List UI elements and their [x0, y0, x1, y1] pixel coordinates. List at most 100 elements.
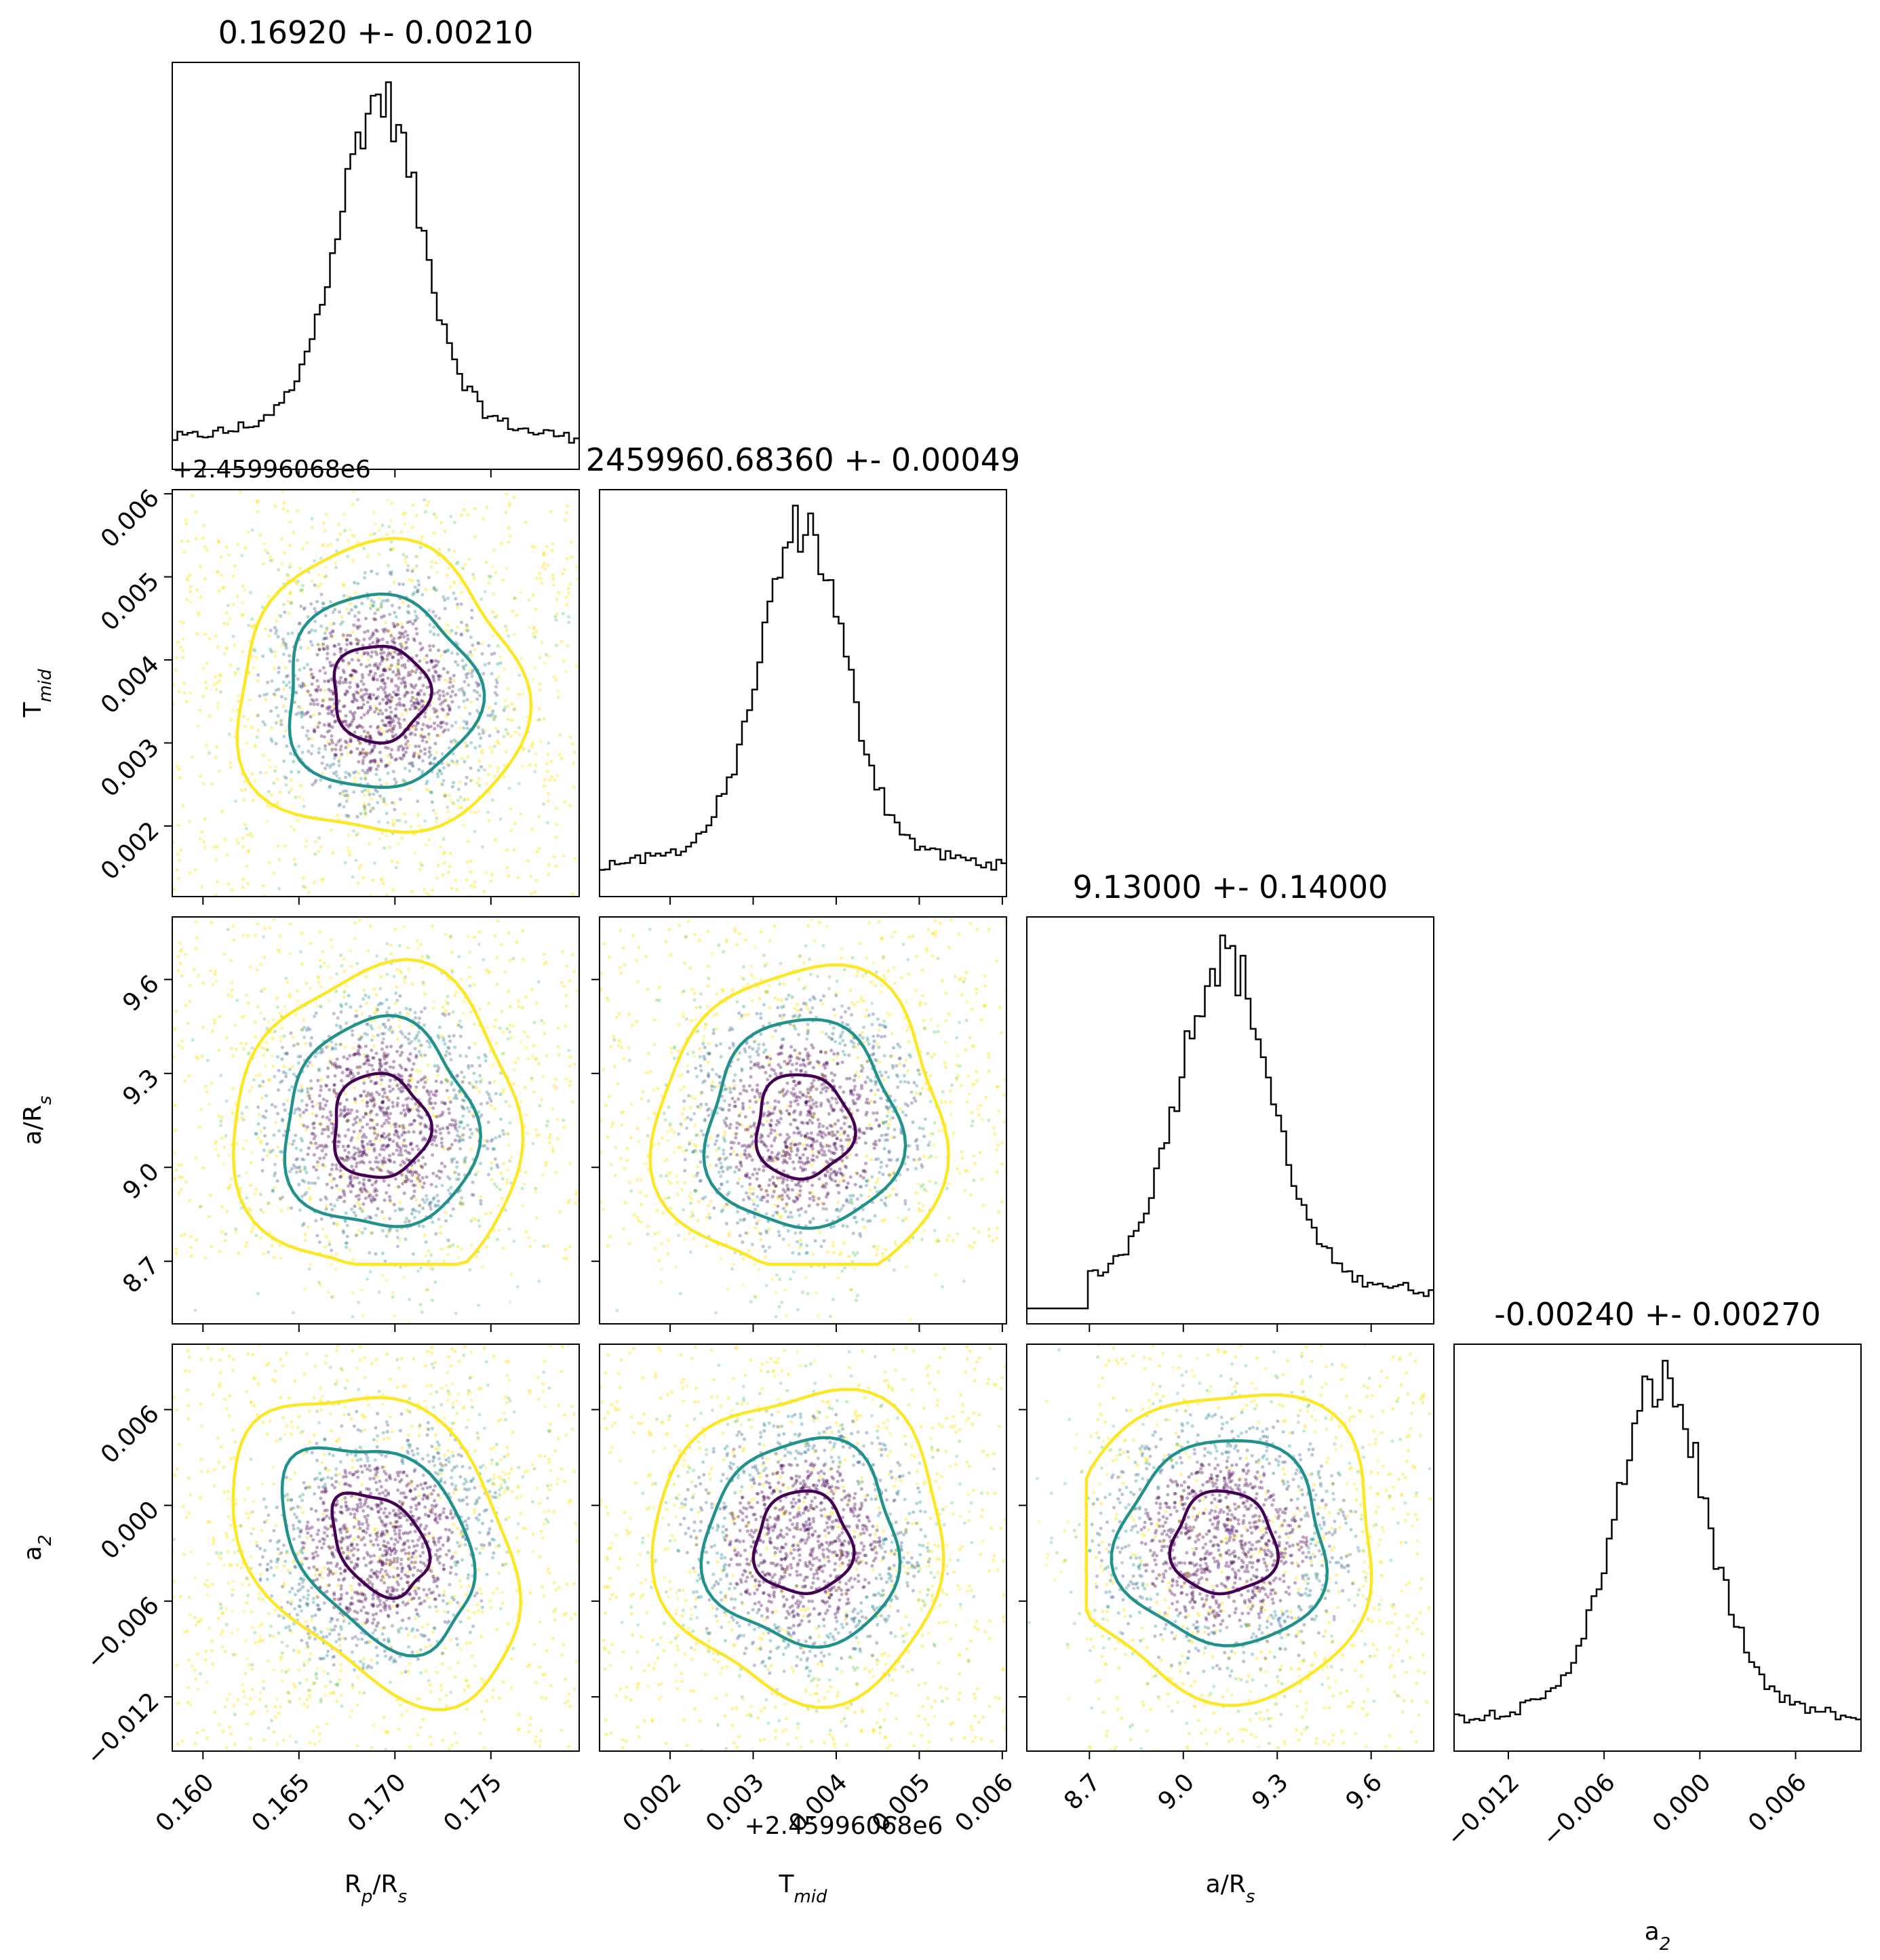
sample-point — [435, 734, 439, 737]
sample-point — [305, 734, 308, 737]
sample-point — [282, 734, 286, 738]
sample-point — [300, 1099, 304, 1102]
sample-point — [609, 1162, 612, 1166]
sample-point — [614, 1145, 618, 1149]
sample-point — [453, 994, 456, 997]
sample-point — [427, 576, 431, 579]
sample-point — [340, 615, 343, 619]
sample-point — [426, 779, 429, 783]
sample-point — [1002, 1093, 1006, 1097]
sample-point — [983, 984, 987, 987]
sample-point — [939, 922, 942, 925]
sample-point — [273, 1174, 276, 1177]
sample-point — [356, 498, 359, 501]
sample-point — [748, 1105, 751, 1109]
sample-point — [273, 1186, 276, 1190]
sample-point — [337, 523, 340, 526]
sample-point — [416, 939, 419, 943]
sample-point — [385, 1045, 389, 1048]
sample-point — [680, 1188, 684, 1191]
sample-point — [498, 817, 502, 821]
sample-point — [397, 1136, 401, 1139]
sample-point — [345, 1245, 348, 1249]
sample-point — [374, 1213, 378, 1217]
sample-point — [461, 1138, 465, 1141]
sample-point — [370, 1109, 373, 1112]
sample-point — [366, 771, 369, 775]
sample-point — [262, 1017, 266, 1021]
sample-point — [380, 719, 384, 722]
sample-point — [402, 1108, 406, 1112]
sample-point — [435, 751, 438, 754]
sample-point — [975, 928, 979, 931]
sample-point — [861, 1208, 865, 1211]
sample-point — [454, 1139, 457, 1142]
sample-point — [176, 868, 179, 871]
sample-point — [893, 1240, 897, 1244]
sample-point — [273, 769, 277, 772]
sample-point — [393, 1122, 396, 1126]
sample-point — [391, 1139, 395, 1143]
sample-point — [410, 1067, 414, 1071]
sample-point — [425, 654, 429, 657]
sample-point — [294, 1133, 297, 1137]
sample-point — [490, 1161, 493, 1164]
sample-point — [442, 861, 446, 865]
sample-point — [452, 1034, 456, 1038]
sample-point — [874, 983, 878, 987]
sample-point — [475, 697, 479, 701]
sample-point — [656, 1086, 659, 1090]
sample-point — [511, 610, 514, 613]
sample-point — [822, 1239, 825, 1242]
sample-point — [957, 933, 960, 936]
sample-point — [379, 975, 383, 978]
sample-point — [963, 1169, 966, 1173]
sample-point — [378, 1139, 382, 1142]
sample-point — [381, 1023, 385, 1026]
sample-point — [321, 1115, 324, 1118]
sample-point — [261, 1158, 265, 1161]
sample-point — [523, 1030, 526, 1034]
sample-point — [273, 692, 276, 696]
sample-point — [301, 798, 305, 801]
sample-point — [968, 922, 972, 925]
sample-point — [540, 640, 543, 644]
sample-point — [688, 1106, 692, 1110]
sample-point — [212, 845, 216, 848]
sample-point — [385, 641, 389, 644]
sample-point — [775, 1273, 779, 1276]
sample-point — [534, 608, 538, 611]
sample-point — [539, 576, 543, 580]
sample-point — [262, 1114, 265, 1118]
sample-point — [949, 1089, 952, 1093]
sample-point — [423, 1123, 427, 1126]
sample-point — [379, 1082, 383, 1086]
sample-point — [302, 1018, 305, 1021]
sample-point — [340, 753, 343, 756]
sample-point — [664, 1196, 667, 1200]
sample-point — [255, 968, 258, 971]
sample-point — [261, 720, 265, 724]
sample-point — [408, 707, 412, 711]
sample-point — [571, 893, 574, 896]
sample-point — [473, 935, 476, 939]
sample-point — [457, 1023, 461, 1027]
sample-point — [631, 934, 635, 937]
sample-point — [385, 942, 389, 945]
sample-point — [364, 1112, 368, 1115]
sample-point — [342, 584, 345, 587]
sample-point — [176, 823, 180, 827]
sample-point — [393, 1203, 396, 1207]
sample-point — [233, 1023, 237, 1027]
sample-point — [417, 1210, 420, 1213]
sample-point — [227, 882, 230, 885]
sample-point — [538, 572, 541, 575]
sample-point — [557, 1026, 560, 1030]
sample-point — [299, 646, 302, 649]
sample-point — [431, 644, 435, 648]
sample-point — [463, 693, 466, 697]
sample-point — [355, 908, 358, 912]
sample-point — [497, 675, 501, 678]
sample-point — [397, 842, 400, 846]
sample-point — [752, 1188, 756, 1191]
